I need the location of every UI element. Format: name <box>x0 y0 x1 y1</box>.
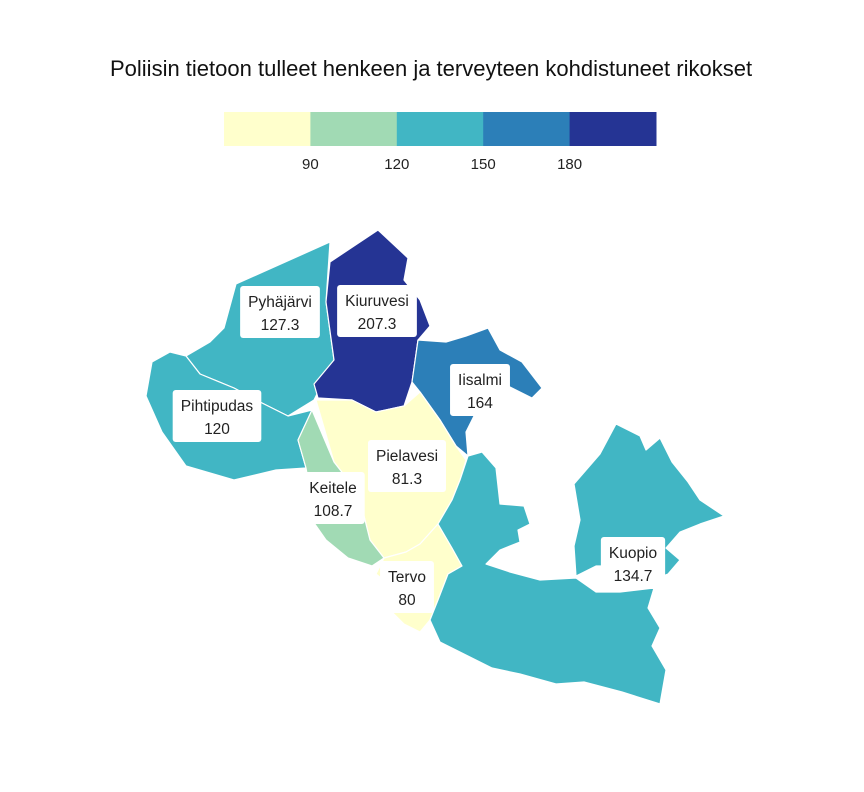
region-name-label: Keitele <box>309 480 356 497</box>
region-label-box <box>600 537 666 589</box>
legend-tick-label: 180 <box>557 156 582 173</box>
region-name-label: Kuopio <box>609 545 657 562</box>
region-kuopio <box>429 423 725 705</box>
region-label-box <box>337 285 417 337</box>
map-title: Poliisin tietoon tulleet henkeen ja terv… <box>110 56 753 81</box>
legend-tick-label: 120 <box>384 156 409 173</box>
region-value-label: 120 <box>204 421 230 438</box>
legend: 90 120 150 180 <box>224 112 657 173</box>
region-name-label: Pihtipudas <box>181 398 254 415</box>
region-name-label: Tervo <box>388 569 426 586</box>
region-label-box <box>367 440 447 492</box>
region-labels: Pyhäjärvi 127.3 Kiuruvesi 207.3 Iisalmi 164 Pi… <box>172 285 666 613</box>
legend-swatch-4 <box>483 112 571 146</box>
region-value-label: 127.3 <box>261 317 300 334</box>
legend-tick-label: 150 <box>471 156 496 173</box>
legend-swatch-1 <box>224 112 311 146</box>
region-label-tervo: Tervo 80 <box>380 561 434 613</box>
region-label-pyhajarvi: Pyhäjärvi 127.3 <box>240 286 320 338</box>
legend-swatch-5 <box>569 112 657 146</box>
region-name-label: Pyhäjärvi <box>248 294 312 311</box>
region-label-kuopio: Kuopio 134.7 <box>600 537 666 589</box>
region-label-kiuruvesi: Kiuruvesi 207.3 <box>337 285 417 337</box>
region-value-label: 81.3 <box>392 471 422 488</box>
region-label-box <box>172 390 262 442</box>
region-label-box <box>240 286 320 338</box>
legend-swatch-2 <box>310 112 398 146</box>
region-label-keitele: Keitele 108.7 <box>301 472 365 524</box>
region-value-label: 108.7 <box>314 503 353 520</box>
region-label-pihtipudas: Pihtipudas 120 <box>172 390 262 442</box>
region-label-pielavesi: Pielavesi 81.3 <box>367 440 447 492</box>
region-label-iisalmi: Iisalmi 164 <box>450 364 510 416</box>
legend-tick-label: 90 <box>302 156 319 173</box>
region-name-label: Iisalmi <box>458 372 502 389</box>
region-name-label: Pielavesi <box>376 448 438 465</box>
region-name-label: Kiuruvesi <box>345 293 409 310</box>
region-label-box <box>301 472 365 524</box>
region-label-box <box>380 561 434 613</box>
region-value-label: 134.7 <box>614 568 653 585</box>
region-label-box <box>450 364 510 416</box>
region-value-label: 164 <box>467 395 493 412</box>
region-value-label: 80 <box>398 592 416 609</box>
region-value-label: 207.3 <box>358 316 397 333</box>
legend-swatch-3 <box>396 112 484 146</box>
